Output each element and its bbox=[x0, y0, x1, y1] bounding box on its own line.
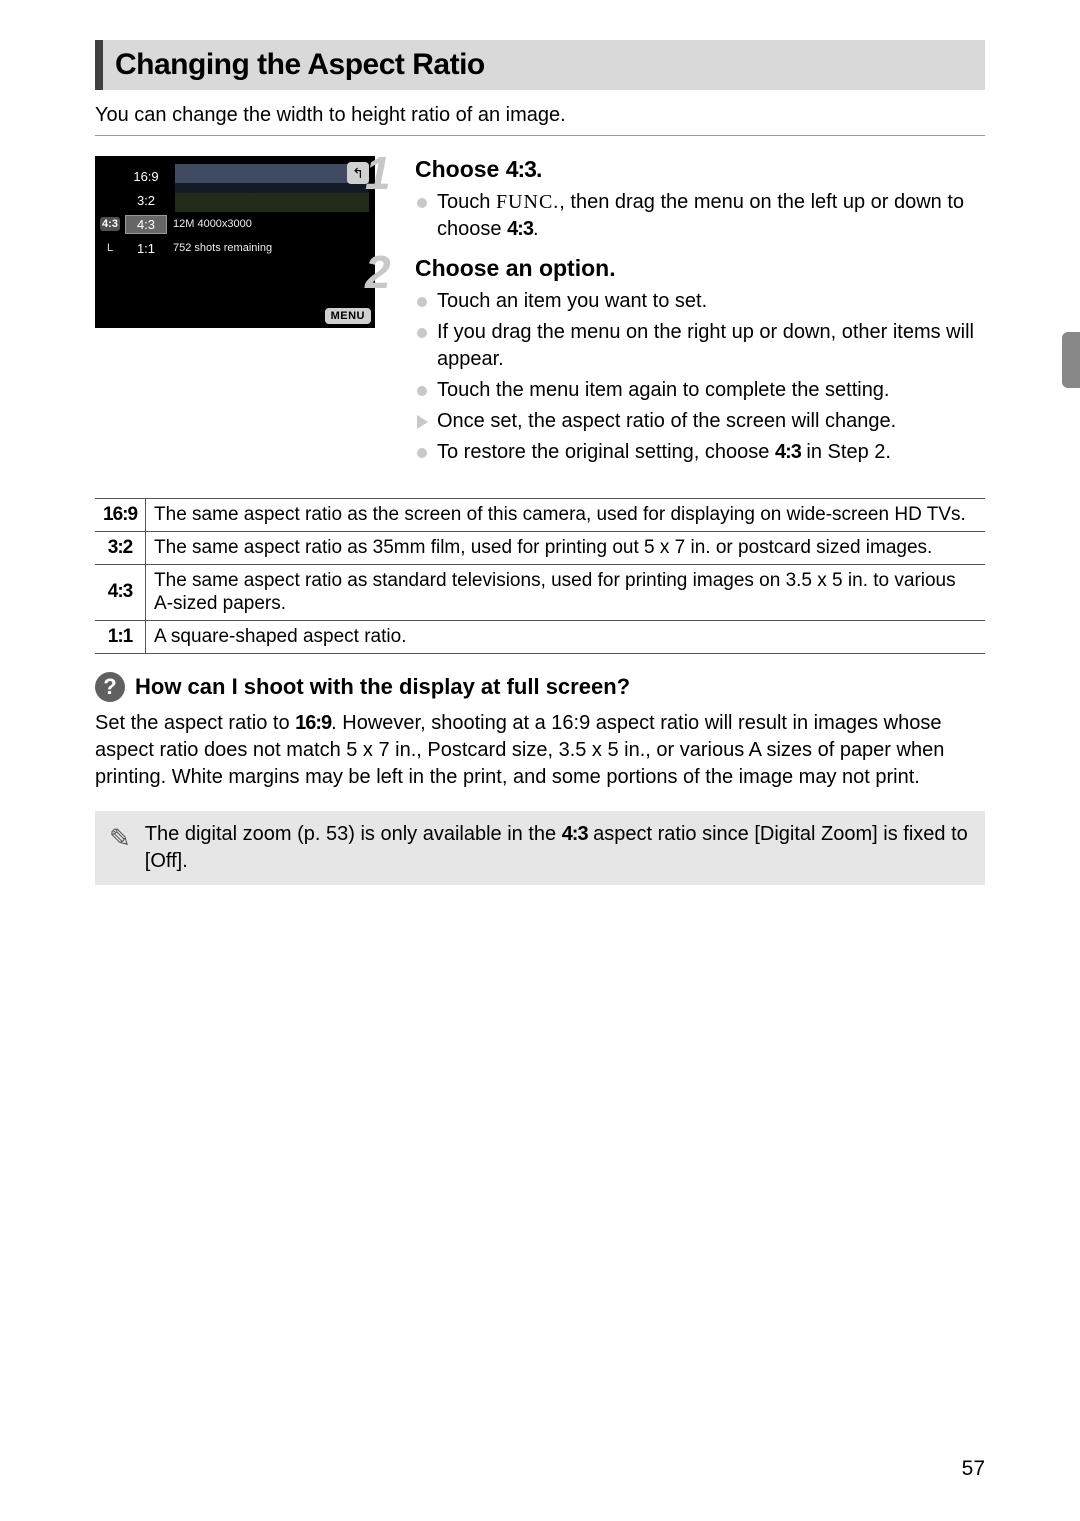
intro-text: You can change the width to height ratio… bbox=[95, 104, 985, 127]
step-title: Choose an option. bbox=[415, 255, 985, 282]
step-title: Choose 4:3. bbox=[415, 156, 985, 183]
screenshot-left-icon: 4:3 bbox=[95, 218, 125, 230]
tip-heading: ? How can I shoot with the display at fu… bbox=[95, 672, 985, 702]
pencil-icon: ✎ bbox=[109, 823, 131, 854]
note-text: The digital zoom (p. 53) is only availab… bbox=[145, 821, 971, 875]
ratio-cell: 1:1 bbox=[95, 621, 146, 654]
screenshot-ratio-label[interactable]: 4:3 bbox=[125, 215, 167, 234]
ratio-description: The same aspect ratio as standard televi… bbox=[146, 564, 985, 621]
screenshot-background-image bbox=[175, 164, 369, 212]
aspect-ratio-table: 16:9The same aspect ratio as the screen … bbox=[95, 498, 985, 654]
question-icon: ? bbox=[95, 672, 125, 702]
screenshot-row-info: 752 shots remaining bbox=[167, 242, 375, 254]
section-title: Changing the Aspect Ratio bbox=[115, 48, 973, 82]
ratio-inline: 4:3 bbox=[562, 823, 588, 845]
step-number: 2 bbox=[365, 245, 391, 299]
table-row: 16:9The same aspect ratio as the screen … bbox=[95, 499, 985, 532]
step: 2Choose an option.Touch an item you want… bbox=[405, 255, 985, 466]
step-bullets: Touch an item you want to set. If you dra… bbox=[415, 288, 985, 466]
func-inline: FUNC. bbox=[496, 191, 559, 213]
ratio-inline: 4:3 bbox=[507, 218, 533, 240]
bullet-item: If you drag the menu on the right up or … bbox=[415, 319, 985, 373]
screenshot-ratio-label[interactable]: 3:2 bbox=[125, 193, 167, 208]
bullet-item: Touch FUNC., then drag the menu on the l… bbox=[415, 189, 985, 243]
note-box: ✎ The digital zoom (p. 53) is only avail… bbox=[95, 811, 985, 885]
ratio-cell: 3:2 bbox=[95, 531, 146, 564]
bullet-item: Touch an item you want to set. bbox=[415, 288, 985, 315]
ratio-description: A square-shaped aspect ratio. bbox=[146, 621, 985, 654]
step: 1Choose 4:3.Touch FUNC., then drag the m… bbox=[405, 156, 985, 243]
screenshot-row[interactable]: L1:1752 shots remaining bbox=[95, 236, 375, 260]
ratio-inline: 16:9 bbox=[295, 712, 331, 734]
divider bbox=[95, 135, 985, 136]
screenshot-ratio-label[interactable]: 16:9 bbox=[125, 169, 167, 184]
steps-column: 1Choose 4:3.Touch FUNC., then drag the m… bbox=[405, 156, 985, 478]
tip-body: Set the aspect ratio to 16:9. However, s… bbox=[95, 710, 985, 791]
screenshot-row[interactable]: 4:34:312M 4000x3000 bbox=[95, 212, 375, 236]
screenshot-row-info: 12M 4000x3000 bbox=[167, 218, 375, 230]
ratio-cell: 16:9 bbox=[95, 499, 146, 532]
ratio-description: The same aspect ratio as the screen of t… bbox=[146, 499, 985, 532]
content-row: ↰ 16:93:24:34:312M 4000x3000L1:1752 shot… bbox=[95, 156, 985, 478]
tip-title: How can I shoot with the display at full… bbox=[135, 674, 630, 700]
table-row: 3:2The same aspect ratio as 35mm film, u… bbox=[95, 531, 985, 564]
section-title-bar: Changing the Aspect Ratio bbox=[95, 40, 985, 90]
screenshot-ratio-label[interactable]: 1:1 bbox=[125, 241, 167, 256]
ratio-cell: 4:3 bbox=[95, 564, 146, 621]
table-row: 1:1A square-shaped aspect ratio. bbox=[95, 621, 985, 654]
bullet-item: Once set, the aspect ratio of the screen… bbox=[415, 408, 985, 435]
bullet-item: Touch the menu item again to complete th… bbox=[415, 377, 985, 404]
step-number: 1 bbox=[365, 146, 391, 200]
table-row: 4:3The same aspect ratio as standard tel… bbox=[95, 564, 985, 621]
ratio-inline: 4:3 bbox=[506, 156, 536, 182]
camera-screenshot: ↰ 16:93:24:34:312M 4000x3000L1:1752 shot… bbox=[95, 156, 375, 328]
screenshot-left-icon: L bbox=[95, 242, 125, 254]
menu-button[interactable]: MENU bbox=[325, 308, 371, 324]
ratio-description: The same aspect ratio as 35mm film, used… bbox=[146, 531, 985, 564]
step-bullets: Touch FUNC., then drag the menu on the l… bbox=[415, 189, 985, 243]
ratio-inline: 4:3 bbox=[775, 441, 801, 463]
screenshot-row[interactable] bbox=[95, 260, 375, 284]
bullet-item: To restore the original setting, choose … bbox=[415, 439, 985, 466]
page-number: 57 bbox=[962, 1457, 985, 1481]
thumb-tab bbox=[1062, 332, 1080, 388]
